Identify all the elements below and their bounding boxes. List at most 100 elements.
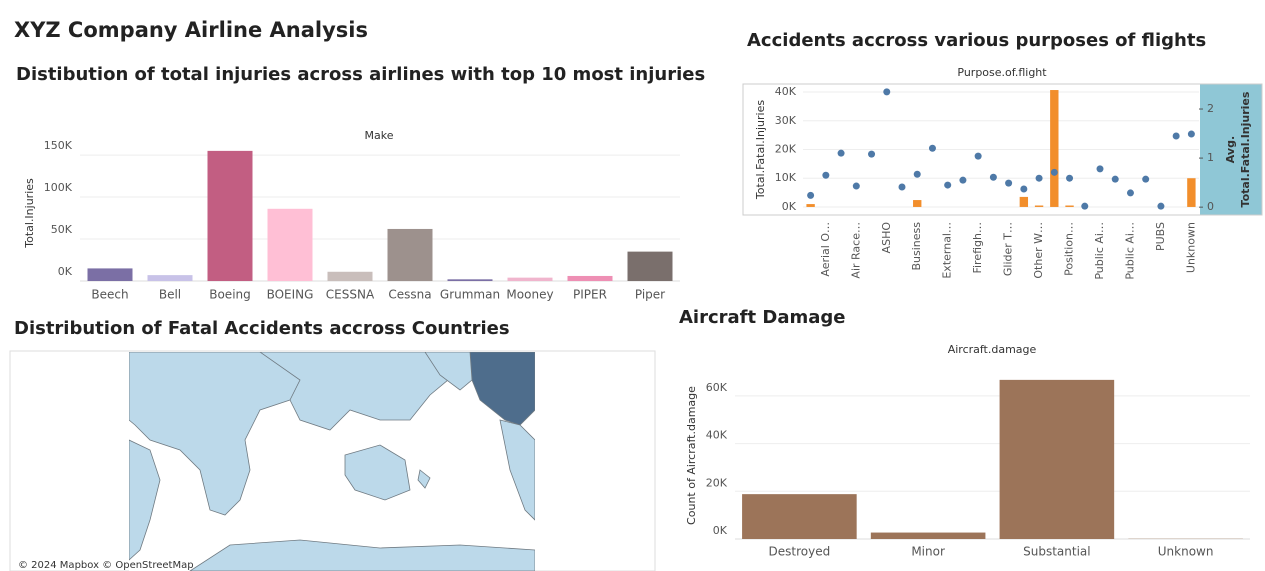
bar: [147, 275, 193, 281]
dot: [1187, 130, 1195, 138]
x-tick-label: Beech: [91, 288, 128, 302]
dot: [1142, 175, 1150, 183]
bar: [870, 532, 986, 539]
y2-tick-label: 1: [1207, 151, 1214, 164]
x-tick-label: Glider T…: [1002, 222, 1015, 276]
bar: [87, 268, 133, 281]
dot: [959, 176, 967, 184]
dot: [1035, 174, 1043, 182]
x-tick-label: Public Ai…: [1123, 222, 1136, 280]
bar: [1034, 205, 1044, 207]
dot: [989, 173, 997, 181]
y-tick-label: 10K: [775, 171, 797, 184]
y-tick-label: 30K: [775, 114, 797, 127]
chart-title: Distribution of Fatal Accidents accross …: [14, 318, 510, 339]
column-header: Purpose.of.flight: [957, 66, 1047, 79]
dot: [807, 191, 815, 199]
bar: [507, 277, 553, 281]
bar: [567, 275, 613, 281]
bar: [267, 208, 313, 281]
x-tick-label: BOEING: [267, 288, 314, 302]
y-tick-label: 40K: [706, 429, 728, 442]
y2-axis-label: Avg.: [1224, 136, 1237, 163]
dot: [1020, 185, 1028, 193]
chart-title: Accidents accross various purposes of fl…: [747, 30, 1206, 51]
chart-title: Aircraft Damage: [679, 307, 845, 328]
dot: [822, 171, 830, 179]
dot: [1126, 189, 1134, 197]
x-tick-label: Cessna: [388, 288, 431, 302]
y-tick-label: 40K: [775, 85, 797, 98]
x-tick-label: Minor: [911, 545, 945, 559]
dot: [1096, 165, 1104, 173]
y-tick-label: 60K: [706, 381, 728, 394]
x-tick-label: Public Ai…: [1093, 222, 1106, 280]
x-tick-label: Aerial O…: [819, 222, 832, 277]
dot: [1066, 174, 1074, 182]
y-tick-label: 0K: [782, 200, 797, 213]
map: © 2024 Mapbox © OpenStreetMap: [9, 350, 656, 571]
bar: [447, 279, 493, 281]
dot: [883, 88, 891, 96]
bar: [742, 494, 857, 539]
bar: [207, 150, 253, 281]
column-header: Aircraft.damage: [948, 343, 1037, 356]
x-tick-label: Position…: [1063, 222, 1076, 276]
y-axis-label: Total.Injuries: [23, 178, 36, 249]
dot: [974, 152, 982, 160]
x-tick-label: Air Race…: [849, 222, 862, 279]
x-tick-label: Piper: [635, 288, 665, 302]
dot: [1081, 202, 1089, 210]
y2-tick-label: 2: [1207, 102, 1214, 115]
x-tick-label: External…: [941, 222, 954, 279]
dot: [837, 149, 845, 157]
column-header: Make: [365, 129, 394, 142]
dot: [1157, 202, 1165, 210]
x-tick-label: Bell: [159, 288, 181, 302]
x-tick-label: Destroyed: [769, 545, 831, 559]
x-tick-label: Boeing: [209, 288, 251, 302]
y-axis-label: Total.Fatal.Injuries: [754, 100, 767, 200]
y-tick-label: 0K: [58, 265, 73, 278]
dot: [852, 182, 860, 190]
y-tick-label: 20K: [775, 143, 797, 156]
y-tick-label: 50K: [51, 223, 73, 236]
y-tick-label: 100K: [44, 181, 73, 194]
dot: [1111, 175, 1119, 183]
plot-frame: [742, 83, 1263, 216]
y2-tick-label: 0: [1207, 200, 1214, 213]
dashboard-title: XYZ Company Airline Analysis: [14, 18, 368, 42]
x-tick-label: Firefigh…: [971, 222, 984, 274]
bar: [913, 200, 922, 207]
bar: [387, 228, 433, 281]
x-tick-label: PIPER: [573, 288, 607, 302]
dot: [928, 144, 936, 152]
bar: [627, 251, 673, 281]
map-attribution: © 2024 Mapbox © OpenStreetMap: [18, 560, 194, 571]
x-tick-label: Business: [910, 222, 923, 271]
dot: [898, 183, 906, 191]
x-tick-label: PUBS: [1154, 222, 1167, 251]
dot: [1050, 168, 1058, 176]
y2-axis-panel: [1200, 84, 1262, 215]
y2-axis-label: Total.Fatal.Injuries: [1239, 91, 1252, 207]
bar: [1019, 196, 1029, 207]
dot: [913, 170, 921, 178]
bar: [327, 271, 373, 281]
bar: [1187, 178, 1196, 207]
bar: [1065, 205, 1074, 207]
dot: [868, 150, 876, 158]
x-tick-label: Mooney: [506, 288, 553, 302]
x-tick-label: CESSNA: [326, 288, 375, 302]
y-axis-label: Count of Aircraft.damage: [685, 386, 698, 525]
x-tick-label: Unknown: [1158, 545, 1214, 559]
y-tick-label: 0K: [713, 524, 728, 537]
dot: [1005, 179, 1013, 187]
bar: [1050, 90, 1059, 207]
x-tick-label: Unknown: [1184, 222, 1197, 273]
x-tick-label: Substantial: [1023, 545, 1090, 559]
dot: [1172, 132, 1180, 140]
chart-title: Distibution of total injuries across air…: [16, 64, 705, 85]
dot: [944, 181, 952, 189]
x-tick-label: Grumman: [440, 288, 500, 302]
